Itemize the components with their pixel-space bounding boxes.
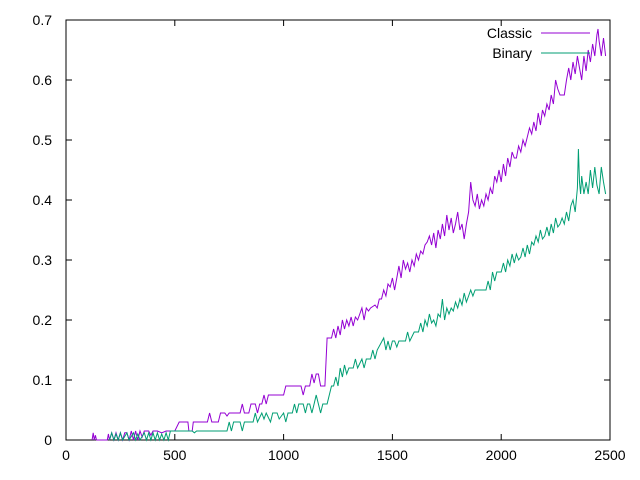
y-tick-label: 0.5 xyxy=(33,132,53,148)
plot-frame xyxy=(65,19,611,441)
x-tick-label: 1500 xyxy=(377,447,408,463)
y-tick-label: 0.2 xyxy=(33,312,53,328)
series-line-classic xyxy=(91,28,607,442)
y-tick-label: 0 xyxy=(44,432,52,448)
y-tick-label: 0.7 xyxy=(33,12,53,28)
legend-label-binary: Binary xyxy=(492,45,532,61)
y-tick-label: 0.6 xyxy=(33,72,53,88)
tick-labels: 0 500 1000 1500 2000 2500 0 0.1 0.2 0.3 0.4 0.5 0.6 0… xyxy=(33,12,626,463)
x-tick-label: 2000 xyxy=(486,447,517,463)
y-tick-label: 0.3 xyxy=(33,252,53,268)
y-tick-label: 0.4 xyxy=(33,192,53,208)
legend: Classic Binary xyxy=(487,25,590,61)
x-tick-label: 500 xyxy=(163,447,187,463)
series-lines xyxy=(91,28,607,442)
y-tick-label: 0.1 xyxy=(33,372,53,388)
tick-marks xyxy=(65,19,611,441)
legend-label-classic: Classic xyxy=(487,25,532,41)
x-tick-label: 1000 xyxy=(268,447,299,463)
x-tick-label: 0 xyxy=(62,447,70,463)
series-line-binary xyxy=(109,148,607,442)
x-tick-label: 2500 xyxy=(594,447,625,463)
plot-border xyxy=(65,19,611,441)
